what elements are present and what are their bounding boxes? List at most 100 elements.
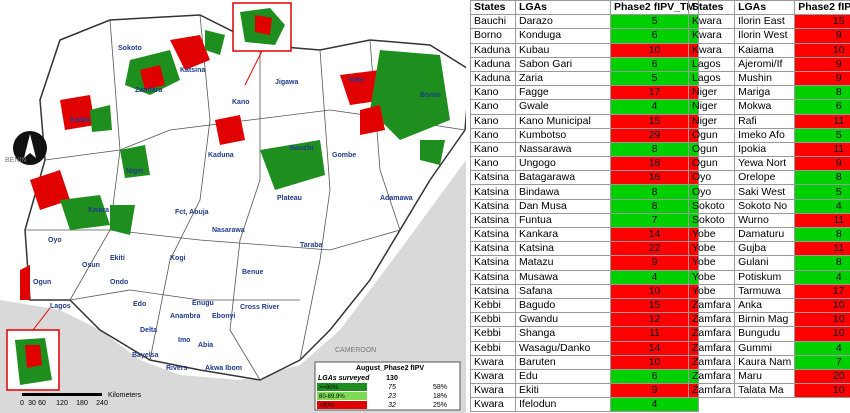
value-cell: 8 [794, 170, 850, 186]
state-cell: Zamfara [687, 354, 736, 370]
legend-percent: 25% [433, 402, 447, 409]
state-cell: Katsina [470, 212, 516, 229]
table-row: Katsina Bindawa 8 [470, 184, 700, 200]
legend-total-label: LGAs surveyed [318, 375, 370, 382]
lga-cell: Matazu [515, 255, 611, 271]
value-cell: 7 [794, 354, 850, 370]
state-label: Abia [198, 342, 213, 349]
table-row: Ogun Yewa Nort 9 [687, 156, 850, 172]
lga-cell: Sabon Gari [515, 56, 611, 72]
legend: August_Phase2 fIPV LGAs surveyed 130 >=9… [314, 361, 461, 411]
value-cell: 14 [609, 340, 700, 356]
table-row: Kano Fagge 17 [470, 85, 700, 101]
state-cell: Zamfara [687, 326, 736, 342]
lga-cell: Maru [734, 368, 796, 385]
table-row: Niger Mariga 8 [687, 85, 850, 101]
scale-tick-label: 0 [20, 400, 24, 407]
inset-map [25, 345, 42, 368]
map: BENIN CAMEROON Sokoto Katsina Zamfara Ka… [0, 2, 466, 413]
table-row: Kebbi Gwandu 12 [470, 312, 700, 328]
state-label: Plateau [277, 195, 302, 202]
lga-cell: Anka [734, 297, 796, 314]
value-cell: 17 [794, 283, 850, 299]
state-cell: Yobe [687, 241, 736, 257]
state-label: Cross River [240, 304, 280, 311]
table-row: Zamfara Birnin Mag 10 [687, 312, 850, 328]
value-cell: 17 [609, 85, 700, 101]
state-cell: Kaduna [470, 56, 516, 72]
legend-total: 130 [386, 375, 398, 382]
state-cell: Yobe [687, 269, 736, 285]
state-cell: Kano [470, 141, 516, 158]
table-row: Kaduna Zaria 5 [470, 70, 700, 87]
lga-cell: Zaria [515, 70, 611, 87]
value-cell: 8 [794, 255, 850, 271]
table-row: Sokoto Sokoto No 4 [687, 198, 850, 214]
lga-cell: Ifelodun [515, 397, 611, 413]
value-cell: 8 [794, 85, 850, 101]
column-header: States [470, 0, 516, 16]
state-cell: Zamfara [687, 297, 736, 314]
value-cell: 15 [794, 14, 850, 30]
table-row: Kaduna Sabon Gari 6 [470, 56, 700, 72]
table-row: Kano Gwale 4 [470, 99, 700, 115]
state-cell: Kwara [470, 397, 516, 413]
state-label: Akwa Ibom [205, 365, 242, 372]
state-cell: Kano [470, 85, 516, 101]
value-cell: 6 [794, 99, 850, 115]
state-cell: Katsina [470, 184, 516, 200]
state-cell: Zamfara [687, 383, 736, 399]
column-header: LGAs [515, 0, 611, 16]
state-cell: Katsina [470, 170, 516, 186]
lga-cell: Ilorin West [734, 28, 796, 44]
lga-cell: Safana [515, 283, 611, 299]
state-label: Ondo [110, 279, 128, 286]
state-cell: Kwara [687, 28, 736, 44]
table-row: Kano Kano Municipal 15 [470, 113, 700, 129]
lga-cell: Mokwa [734, 99, 796, 115]
state-label: Enugu [192, 300, 214, 307]
value-cell: 6 [609, 28, 700, 44]
legend-count: 32 [388, 402, 396, 409]
table-row: Katsina Kankara 14 [470, 226, 700, 243]
state-cell: Kwara [687, 42, 736, 58]
value-cell: 9 [609, 383, 700, 399]
state-cell: Katsina [470, 255, 516, 271]
column-header: LGAs [734, 0, 796, 16]
lga-cell: Ekiti [515, 383, 611, 399]
state-label: Bauchi [290, 145, 313, 152]
state-label: Ebonyi [212, 313, 235, 320]
value-cell: 9 [794, 28, 850, 44]
value-cell: 5 [609, 70, 700, 87]
table-row: Kano Ungogo 18 [470, 156, 700, 172]
state-cell: Zamfara [687, 368, 736, 385]
value-cell: 12 [609, 312, 700, 328]
state-label: Adamawa [380, 195, 413, 202]
value-cell: 6 [609, 56, 700, 72]
scale-bar: Kilometers 0 30 60 120 180 240 [20, 392, 142, 407]
state-cell: Kano [470, 99, 516, 115]
value-cell: 4 [794, 269, 850, 285]
lga-cell: Talata Ma [734, 383, 796, 399]
state-cell: Katsina [470, 241, 516, 257]
lga-cell: Gwandu [515, 312, 611, 328]
lga-cell: Bindawa [515, 184, 611, 200]
lga-cell: Dan Musa [515, 198, 611, 214]
state-label: Anambra [170, 313, 200, 320]
inset-map [255, 15, 272, 35]
lga-cell: Ajeromi/If [734, 56, 796, 72]
north-arrow [24, 134, 36, 158]
state-cell: Niger [687, 113, 736, 129]
table-row: Borno Konduga 6 [470, 28, 700, 44]
state-label: Taraba [300, 242, 323, 249]
value-cell: 11 [794, 241, 850, 257]
inset-pointer [244, 50, 263, 86]
lga-cell: Damaturu [734, 226, 796, 243]
table-row: Kebbi Bagudo 15 [470, 297, 700, 314]
state-cell: Kaduna [470, 70, 516, 87]
table-row: Yobe Gulani 8 [687, 255, 850, 271]
state-cell: Zamfara [687, 312, 736, 328]
state-cell: Katsina [470, 269, 516, 285]
state-cell: Niger [687, 99, 736, 115]
column-header: States [687, 0, 736, 16]
